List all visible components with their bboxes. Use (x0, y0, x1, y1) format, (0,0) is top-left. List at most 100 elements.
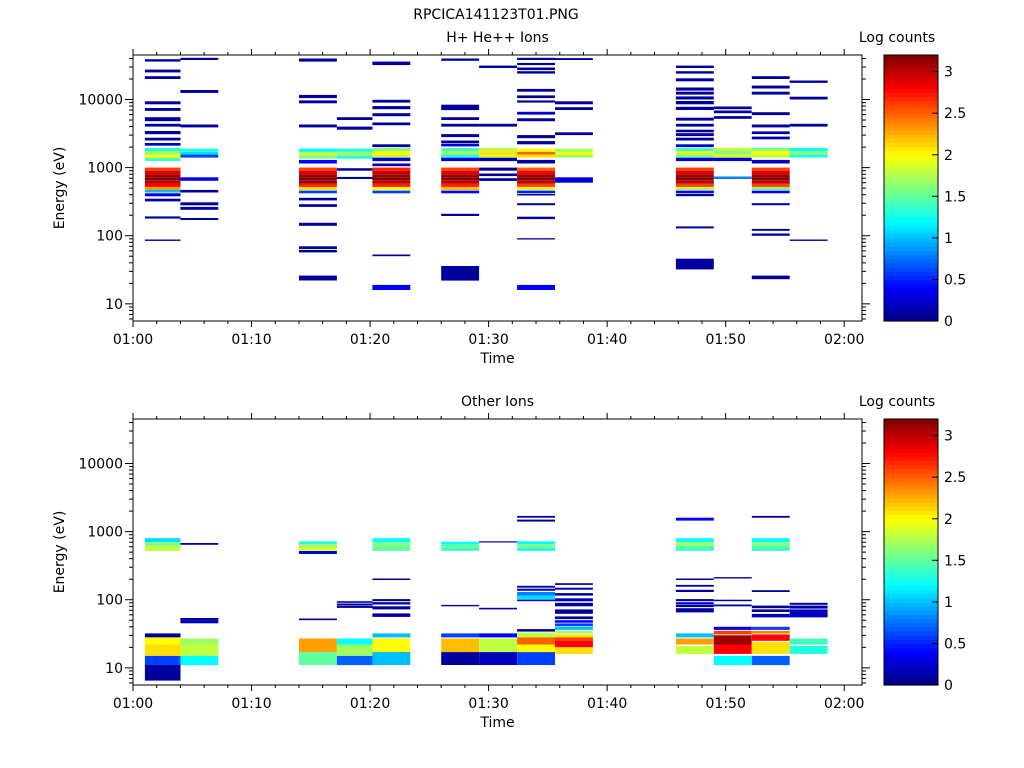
colorbar-swatch (884, 502, 938, 507)
colorbar-swatch (884, 614, 938, 620)
heatmap-cell (789, 605, 828, 609)
heatmap-cell (517, 111, 555, 115)
heatmap-cell (441, 157, 480, 162)
heatmap-cell (675, 137, 714, 141)
colorbar-swatch (884, 581, 938, 586)
colorbar-swatch (884, 435, 938, 441)
heatmap-cell (479, 178, 517, 181)
heatmap-cell (144, 542, 181, 547)
heatmap-cell (751, 180, 790, 184)
colorbar: 0 0.5 1 1.5 2 2.5 3 Log counts (859, 30, 966, 330)
heatmap-cell (479, 151, 517, 155)
heatmap-cell (441, 266, 480, 281)
colorbar-swatch (884, 250, 938, 256)
heatmap-cell (713, 604, 752, 607)
heatmap-cell (675, 604, 714, 608)
heatmap-cell (675, 187, 714, 190)
heatmap-cell (441, 143, 480, 147)
heatmap-cell (479, 541, 517, 543)
heatmap-cell (441, 104, 480, 111)
heatmap-cell (144, 633, 181, 638)
heatmap-cell (372, 599, 411, 602)
heatmap-cell (372, 99, 411, 103)
colorbar-swatch (884, 117, 938, 123)
heatmap-cell (517, 190, 555, 194)
heatmap-cell (555, 587, 593, 590)
heatmap-cell (555, 623, 593, 627)
heatmap-cell (555, 132, 593, 136)
heatmap-cell (751, 85, 790, 89)
colorbar-swatch (884, 84, 938, 89)
heatmap-cell (299, 159, 337, 164)
heatmap-cell (751, 147, 790, 152)
heatmap-cell (751, 605, 790, 609)
colorbar-swatch (884, 572, 938, 578)
heatmap-cell (517, 238, 555, 240)
heatmap-cell (517, 644, 555, 653)
heatmap-cell (751, 167, 790, 171)
colorbar-tick-label: 2.5 (944, 106, 966, 122)
heatmap-cell (144, 167, 181, 171)
heatmap-cell (751, 131, 790, 135)
heatmap-cell (675, 133, 714, 137)
colorbar-swatch (884, 639, 938, 645)
heatmap-cell (372, 638, 411, 653)
heatmap-cell (441, 167, 480, 171)
colorbar-swatch (884, 266, 938, 272)
y-tick-label: 10 (105, 661, 123, 677)
heatmap-cell (675, 599, 714, 602)
heatmap-cell (675, 71, 714, 74)
x-axis-label: Time (479, 351, 514, 367)
heatmap-cell (372, 284, 411, 290)
colorbar-swatch (884, 59, 938, 64)
heatmap-cells (144, 57, 828, 290)
heatmap-cell (144, 76, 181, 79)
heatmap-cell (336, 117, 373, 120)
heatmap-cell (789, 154, 828, 158)
heatmap-cell (299, 204, 337, 207)
heatmap-cell (675, 180, 714, 184)
heatmap-cell (299, 544, 337, 548)
panel-h-he-ions: H+ He++ Ions 01:00 01:10 01:20 01:30 01:40 01:… (52, 30, 966, 367)
heatmap-cell (751, 275, 790, 280)
heatmap-cell (675, 190, 714, 194)
heatmap-cell (517, 652, 555, 665)
heatmap-cell (441, 151, 480, 155)
heatmap-cell (517, 95, 555, 99)
heatmap-cell (144, 117, 181, 122)
colorbar-swatch (884, 88, 938, 94)
heatmap-cell (555, 640, 593, 648)
colorbar-swatch (884, 668, 938, 674)
heatmap-cell (180, 638, 219, 645)
colorbar-swatch (884, 258, 938, 264)
heatmap-cell (372, 147, 411, 152)
colorbar-swatch (884, 680, 938, 686)
heatmap-cell (180, 90, 219, 93)
heatmap-cell (479, 607, 517, 610)
y-axis-label: Energy (eV) (52, 147, 68, 230)
heatmap-cell (180, 620, 219, 624)
figure-title: RPCICA141123T01.PNG (413, 7, 578, 23)
heatmap-cell (517, 547, 555, 551)
colorbar-swatch (884, 154, 938, 160)
colorbar-swatch (884, 589, 938, 595)
heatmap-cell (751, 124, 790, 128)
heatmap-cell (372, 542, 411, 547)
heatmap-cell (441, 58, 480, 61)
heatmap-cell (555, 616, 593, 620)
heatmap-cell (675, 78, 714, 82)
heatmap-cell (299, 174, 337, 178)
colorbar-swatch (884, 564, 938, 570)
heatmap-cell (675, 157, 714, 162)
heatmap-cell (441, 187, 480, 190)
heatmap-cell (372, 254, 411, 257)
colorbar-swatch (884, 300, 938, 305)
heatmap-cell (441, 541, 480, 545)
heatmap-cell (555, 598, 593, 602)
heatmap-cell (751, 613, 790, 618)
heatmap-cell (555, 630, 593, 634)
heatmap-cell (713, 176, 752, 179)
colorbar-swatch (884, 129, 938, 135)
heatmap-cell (713, 154, 752, 158)
heatmap-cell (675, 154, 714, 158)
